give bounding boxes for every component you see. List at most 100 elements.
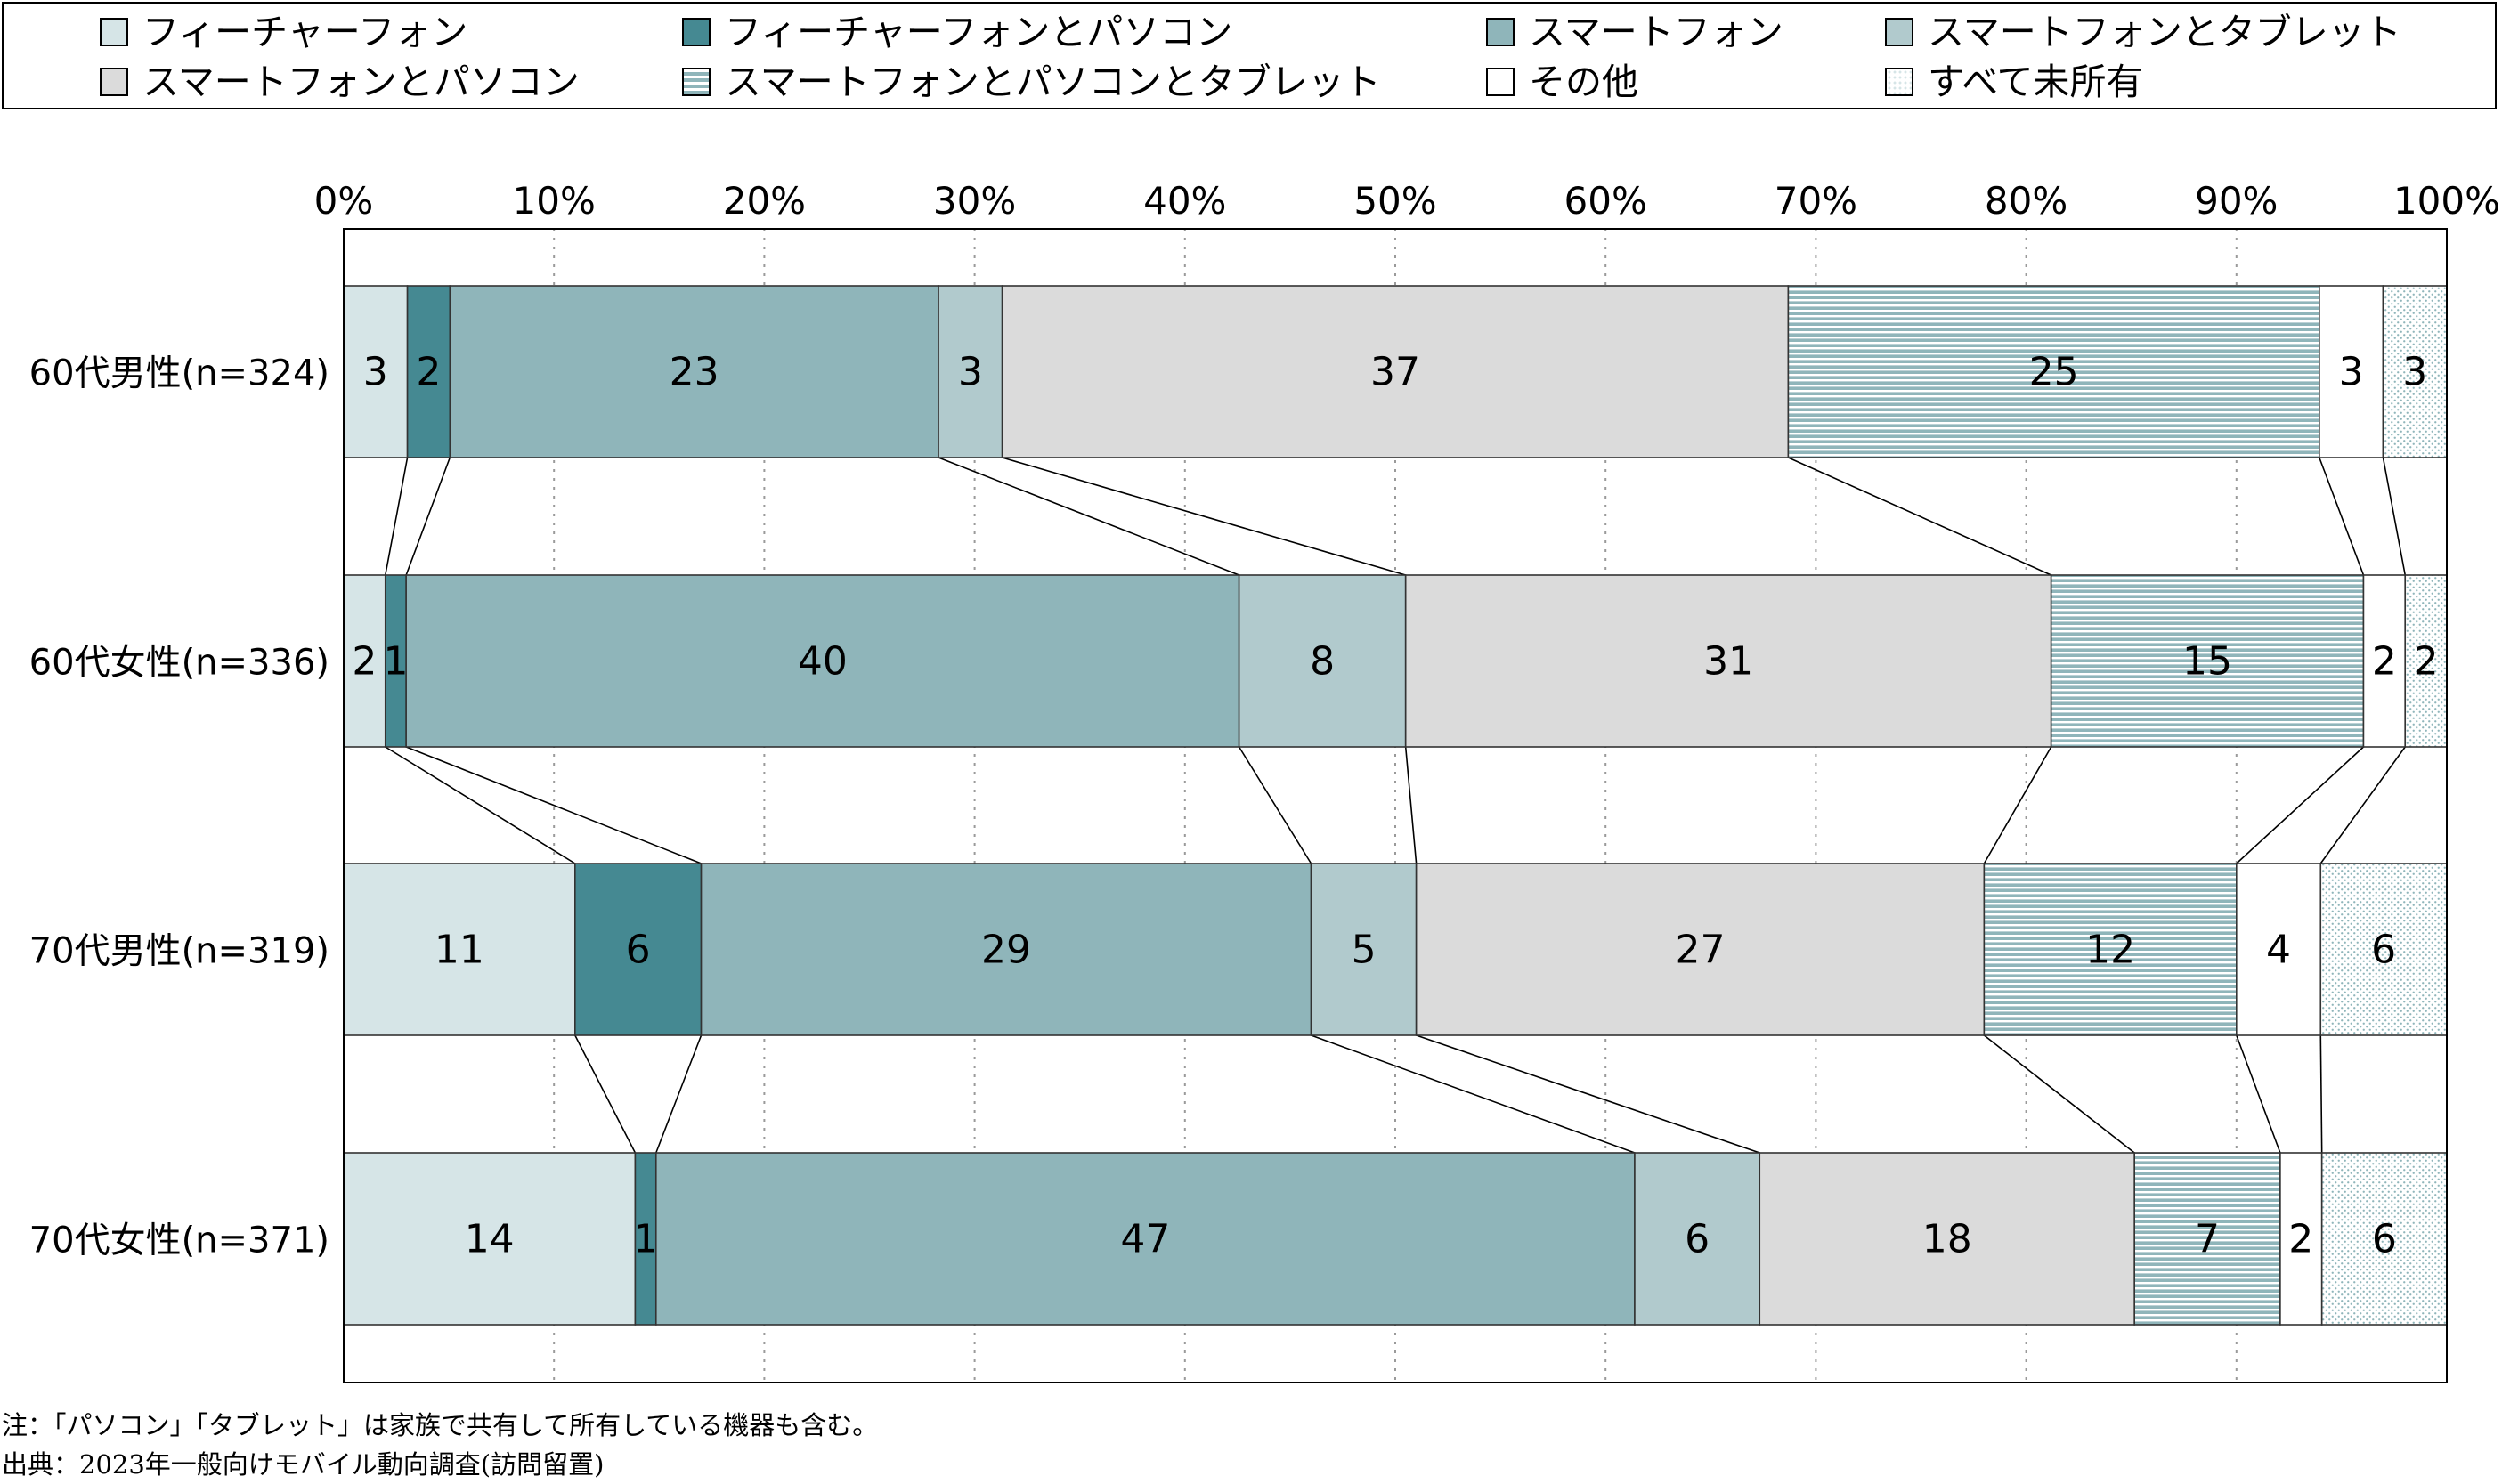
connector-line (384, 457, 409, 576)
bar-segment (343, 285, 409, 458)
x-tick-label: 80% (1985, 179, 2067, 223)
connector-line (1311, 1034, 1636, 1154)
bar-segment (406, 285, 451, 458)
connector-line (405, 457, 451, 576)
connector-line (2319, 457, 2365, 576)
data-label: 2 (352, 639, 377, 685)
data-label: 2 (416, 350, 441, 395)
legend-swatch (100, 68, 128, 96)
chart-note: 注：「パソコン」「タブレット」は家族で共有して所有している機器も含む。 (2, 1410, 879, 1440)
connector-line (1983, 746, 2052, 864)
data-label: 6 (626, 928, 651, 973)
bar-segment (700, 863, 1312, 1036)
legend-swatch (1885, 18, 1913, 46)
x-tick-label: 0% (314, 179, 374, 223)
bar-segment (405, 574, 1240, 748)
connector-line (938, 457, 1239, 576)
plot-frame (343, 228, 2448, 1383)
data-label: 14 (465, 1217, 515, 1262)
bar-segment (1404, 574, 2052, 748)
legend-item: スマートフォン (1486, 9, 1783, 55)
bar-segment (2319, 285, 2384, 458)
bar-segment (343, 574, 386, 748)
connector-line (2382, 457, 2407, 576)
bar-segment (1983, 863, 2238, 1036)
legend-item: スマートフォンとパソコン (100, 59, 580, 105)
legend-item: フィーチャーフォンとパソコン (682, 9, 1232, 55)
data-label: 3 (363, 350, 388, 395)
legend-label: スマートフォンとパソコン (142, 60, 580, 103)
legend-swatch (682, 68, 711, 96)
data-label: 6 (1685, 1217, 1710, 1262)
connector-line (2319, 746, 2406, 864)
legend-swatch (1486, 18, 1515, 46)
category-label: 70代男性(n=319) (29, 931, 329, 972)
x-tick-label: 40% (1143, 179, 1226, 223)
data-label: 3 (2339, 350, 2364, 395)
connector-line (1788, 457, 2051, 576)
bar-segment (2362, 574, 2407, 748)
connector-line (655, 1034, 703, 1154)
connector-line (2319, 1034, 2323, 1154)
data-label: 2 (2414, 639, 2439, 685)
x-tick-label: 100% (2393, 179, 2500, 223)
category-label: 70代女性(n=371) (29, 1220, 329, 1261)
bar-segment (449, 285, 939, 458)
data-label: 2 (2372, 639, 2397, 685)
x-tick-label: 70% (1775, 179, 1857, 223)
bar-segment (2050, 574, 2365, 748)
x-tick-label: 50% (1353, 179, 1436, 223)
data-label: 23 (670, 350, 719, 395)
legend-swatch (100, 18, 128, 46)
bar-segment (1001, 285, 1790, 458)
data-label: 29 (981, 928, 1031, 973)
x-tick-label: 20% (723, 179, 806, 223)
data-label: 4 (2266, 928, 2291, 973)
bar-segment (2279, 1152, 2323, 1326)
data-label: 40 (798, 639, 848, 685)
data-label: 7 (2195, 1217, 2220, 1262)
bar-segment (2404, 574, 2448, 748)
data-label: 37 (1370, 350, 1420, 395)
legend-label: フィーチャーフォン (142, 10, 468, 53)
connector-line (1002, 457, 1406, 576)
bar-segment (2320, 1152, 2448, 1326)
legend-swatch (1885, 68, 1913, 96)
legend-label: スマートフォンとタブレット (1928, 10, 2401, 53)
data-label: 8 (1310, 639, 1335, 685)
legend-item: スマートフォンとパソコンとタブレット (682, 59, 1381, 105)
legend-item: すべて未所有 (1885, 59, 2143, 105)
data-label: 6 (2371, 928, 2396, 973)
bar-segment (1415, 863, 1986, 1036)
data-label: 15 (2182, 639, 2232, 685)
legend-item: スマートフォンとタブレット (1885, 9, 2401, 55)
legend-label: その他 (1529, 60, 1638, 103)
connector-line (385, 746, 576, 864)
legend-label: フィーチャーフォンとパソコン (725, 10, 1233, 53)
x-tick-label: 90% (2195, 179, 2278, 223)
legend-swatch (1486, 68, 1515, 96)
data-label: 11 (435, 928, 484, 973)
legend-swatch (682, 18, 711, 46)
legend-item: フィーチャーフォン (100, 9, 467, 55)
data-label: 18 (1922, 1217, 1972, 1262)
category-label: 60代男性(n=324) (29, 353, 329, 394)
connector-line (1983, 1034, 2135, 1154)
data-label: 31 (1703, 639, 1753, 685)
data-label: 47 (1120, 1217, 1170, 1262)
bar-segment (2133, 1152, 2281, 1326)
data-label: 3 (2402, 350, 2427, 395)
legend-item: その他 (1486, 59, 1638, 105)
data-label: 12 (2085, 928, 2135, 973)
data-label: 27 (1675, 928, 1725, 973)
x-tick-label: 30% (933, 179, 1016, 223)
legend-label: スマートフォンとパソコンとタブレット (725, 60, 1381, 103)
connector-line (405, 746, 702, 864)
legend: フィーチャーフォン フィーチャーフォンとパソコン スマートフォン スマートフォンとタブ… (2, 2, 2497, 109)
bar-segment (654, 1152, 1636, 1326)
connector-line (1416, 1034, 1760, 1154)
bar-segment (1787, 285, 2320, 458)
legend-label: スマートフォン (1529, 10, 1783, 53)
x-tick-label: 10% (513, 179, 596, 223)
